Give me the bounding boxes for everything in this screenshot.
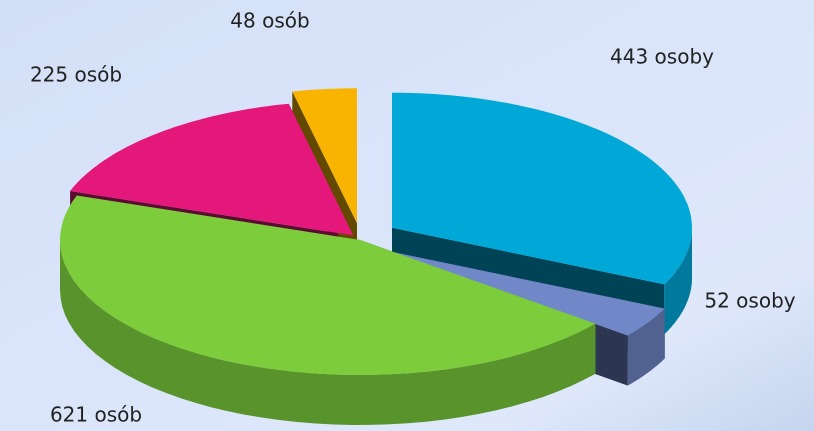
slice [70,103,354,236]
data-label: 48 osób [230,9,309,33]
data-label: 621 osób [50,403,142,427]
slice-wall [60,240,596,425]
slice [392,251,665,336]
data-label: 52 osoby [704,289,795,313]
slice-wall [664,227,692,335]
slice [392,92,692,285]
data-label: 225 osób [30,63,122,87]
data-label: 443 osoby [610,45,714,69]
slice-wall [627,308,665,386]
slice [60,195,596,375]
slice [292,88,357,224]
